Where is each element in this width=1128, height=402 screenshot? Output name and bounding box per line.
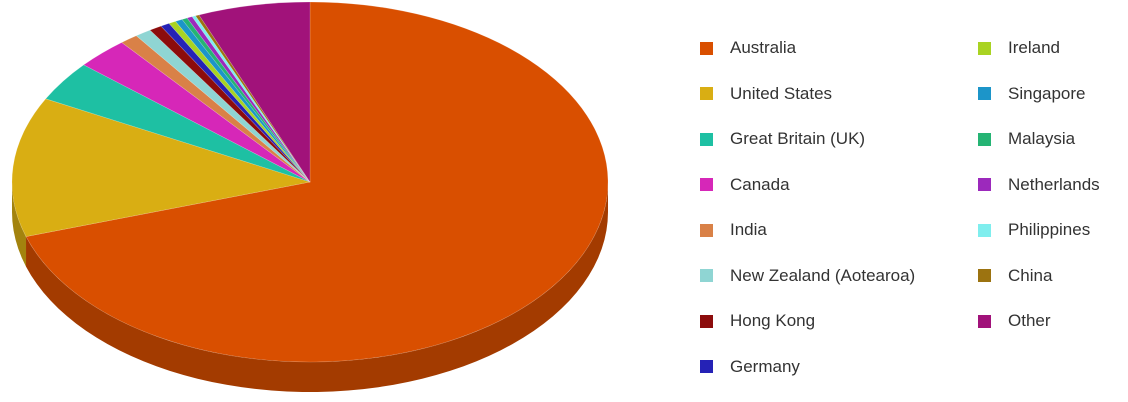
pie-top-group — [11, 1, 609, 363]
legend-item-canada[interactable]: Canada — [700, 174, 790, 196]
legend-label: Malaysia — [1008, 129, 1076, 148]
pie-slice-hong-kong[interactable] — [149, 25, 311, 183]
pie-slice-united-states[interactable] — [11, 98, 311, 237]
legend-item-great-britain-uk[interactable]: Great Britain (UK) — [700, 128, 865, 150]
legend-swatch — [700, 314, 713, 328]
legend-label: Singapore — [1008, 83, 1086, 103]
legend-item-philippines[interactable]: Philippines — [978, 219, 1090, 241]
pie-slice-new-zealand-aotearoa[interactable] — [135, 29, 311, 183]
pie-side-united-states — [12, 182, 27, 267]
legend-swatch — [700, 132, 713, 146]
pie-slice-china[interactable] — [195, 14, 311, 183]
legend-item-germany[interactable]: Germany — [700, 356, 800, 378]
legend-item-india[interactable]: India — [700, 219, 767, 241]
pie-slice-other[interactable] — [198, 1, 311, 183]
legend-label: Great Britain (UK) — [730, 129, 866, 148]
legend-label: Australia — [730, 38, 797, 57]
legend-label: Other — [1008, 311, 1051, 330]
legend-label: Philippines — [1008, 220, 1091, 239]
pie-slice-netherlands[interactable] — [186, 16, 311, 183]
pie-slice-india[interactable] — [121, 35, 311, 183]
legend-swatch — [978, 314, 991, 328]
legend-label: New Zealand (Aotearoa) — [730, 265, 916, 285]
legend-item-new-zealand-aotearoa[interactable]: New Zealand (Aotearoa) — [700, 265, 915, 287]
pie-slice-germany[interactable] — [160, 23, 311, 183]
legend-item-malaysia[interactable]: Malaysia — [978, 128, 1075, 150]
legend-label: India — [730, 220, 767, 239]
pie-depth-group — [12, 182, 608, 392]
legend-swatch — [978, 41, 991, 55]
pie-slice-philippines[interactable] — [191, 15, 311, 183]
legend-item-ireland[interactable]: Ireland — [978, 37, 1060, 59]
pie-plot-area — [11, 1, 609, 392]
pie-slice-malaysia[interactable] — [181, 17, 311, 183]
legend-swatch — [978, 269, 991, 282]
legend-label: Canada — [730, 174, 790, 194]
legend-swatch — [700, 41, 713, 55]
legend-swatch — [700, 178, 713, 191]
legend-swatch — [700, 269, 713, 282]
legend-label: Ireland — [1008, 38, 1060, 57]
pie-slice-canada[interactable] — [83, 42, 311, 183]
legend-label: Netherlands — [1008, 174, 1100, 194]
legend-swatch — [978, 178, 991, 191]
legend-swatch — [700, 223, 713, 237]
legend-item-china[interactable]: China — [978, 265, 1052, 287]
legend-item-netherlands[interactable]: Netherlands — [978, 174, 1100, 196]
legend-item-singapore[interactable]: Singapore — [978, 83, 1086, 105]
pie-slice-great-britain-uk[interactable] — [45, 64, 311, 183]
legend-label: United States — [730, 83, 833, 103]
legend: Australia United States Great Britain (UK)… — [700, 30, 1120, 390]
legend-swatch — [700, 360, 713, 373]
legend-swatch — [700, 87, 713, 100]
legend-item-australia[interactable]: Australia — [700, 37, 796, 59]
legend-swatch — [978, 87, 991, 100]
legend-label: Germany — [730, 356, 800, 376]
legend-item-hong-kong[interactable]: Hong Kong — [700, 310, 815, 332]
legend-item-united-states[interactable]: United States — [700, 83, 832, 105]
legend-swatch — [978, 223, 991, 237]
legend-swatch — [978, 132, 991, 146]
pie-slice-singapore[interactable] — [175, 19, 311, 183]
pie-side-australia — [26, 182, 608, 392]
legend-label: China — [1008, 265, 1053, 285]
legend-item-other[interactable]: Other — [978, 310, 1051, 332]
pie-slice-ireland[interactable] — [168, 21, 311, 183]
pie-slice-australia[interactable] — [25, 1, 609, 363]
legend-label: Hong Kong — [730, 311, 816, 330]
